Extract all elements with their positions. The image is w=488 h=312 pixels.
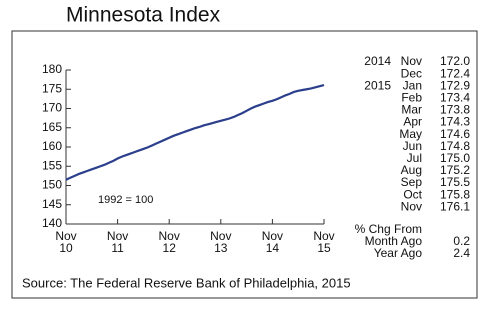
y-tick-label: 170 (42, 101, 62, 115)
table-month: Jun (403, 139, 422, 153)
x-tick-label: 14 (266, 241, 280, 255)
table-month: Jan (403, 78, 422, 92)
y-tick-label: 140 (42, 216, 62, 230)
change-value: 2.4 (453, 246, 470, 260)
y-tick-label: 175 (42, 81, 62, 95)
change-title: % Chg From (355, 222, 422, 236)
table-month: Aug (401, 163, 422, 177)
annotation: 1992 = 100 (98, 194, 153, 206)
x-tick-label: Nov (210, 229, 231, 243)
change-value: 0.2 (453, 234, 470, 248)
y-tick-label: 180 (42, 62, 62, 76)
table-value: 175.5 (440, 175, 470, 189)
y-tick-label: 155 (42, 158, 62, 172)
table-month: Dec (401, 66, 422, 80)
table-month: Sep (401, 175, 423, 189)
x-tick-label: Nov (107, 229, 128, 243)
table-year: 2014 (364, 54, 391, 68)
x-tick-label: Nov (55, 229, 76, 243)
table-month: Apr (403, 115, 422, 129)
change-label: Year Ago (374, 246, 423, 260)
table-month: Feb (401, 90, 422, 104)
y-tick-label: 165 (42, 120, 62, 134)
line (65, 83, 325, 181)
x-tick-label: 12 (163, 241, 177, 255)
table-year: 2015 (364, 78, 391, 92)
y-tick-label: 160 (42, 139, 62, 153)
table-value: 174.8 (440, 139, 470, 153)
table-month: Nov (401, 199, 422, 213)
y-tick-label: 150 (42, 178, 62, 192)
table-month: Oct (403, 187, 422, 201)
chart-title: Minnesota Index (66, 4, 221, 27)
table-value: 175.2 (440, 163, 470, 177)
table-month: May (399, 127, 422, 141)
table-value: 172.4 (440, 66, 470, 80)
y-tick-label: 145 (42, 197, 62, 211)
table-month: Mar (401, 103, 422, 117)
source: Source: The Federal Reserve Bank of Phil… (22, 275, 351, 290)
table-month: Nov (401, 54, 422, 68)
frame (11, 30, 478, 299)
table-value: 176.1 (440, 199, 470, 213)
table-value: 175.0 (440, 151, 470, 165)
table-value: 173.8 (440, 103, 470, 117)
table-value: 174.6 (440, 127, 470, 141)
x-tick-label: 10 (59, 241, 73, 255)
x-tick-label: 11 (111, 241, 124, 255)
x-tick-label: Nov (313, 229, 334, 243)
x-tick-label: Nov (262, 229, 283, 243)
change-label: Month Ago (365, 234, 423, 248)
table-value: 174.3 (440, 115, 470, 129)
x-tick-label: Nov (159, 229, 180, 243)
table-value: 175.8 (440, 187, 470, 201)
table-month: Jul (407, 151, 422, 165)
table-value: 173.4 (440, 90, 470, 104)
x-tick-label: 15 (317, 241, 331, 255)
table-value: 172.9 (440, 78, 470, 92)
table-value: 172.0 (440, 54, 470, 68)
x-tick-label: 13 (214, 241, 228, 255)
